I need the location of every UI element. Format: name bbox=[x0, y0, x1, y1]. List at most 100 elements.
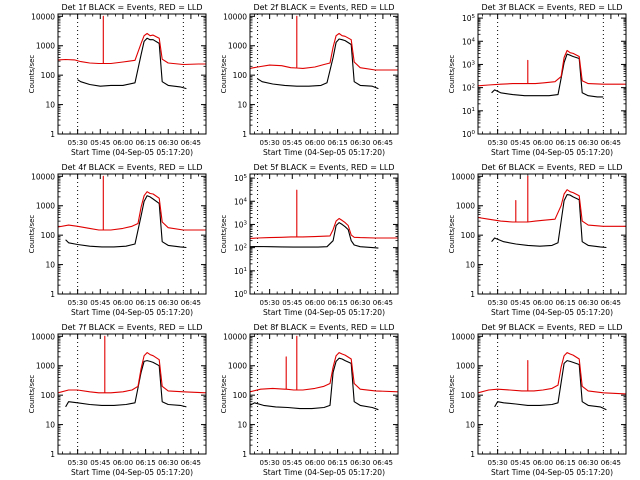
x-tick-label: 06:30 bbox=[158, 139, 178, 147]
x-tick-label: 06:15 bbox=[555, 139, 575, 147]
x-tick-label: 06:00 bbox=[533, 139, 553, 147]
y-axis-label: Counts/sec bbox=[28, 55, 36, 94]
y-tick-label: 105 bbox=[234, 174, 248, 183]
plot-frame bbox=[249, 173, 399, 295]
x-axis-label: Start Time (04-Sep-05 05:17:20) bbox=[71, 468, 193, 477]
y-tick-label: 1000 bbox=[36, 202, 55, 211]
y-tick-label: 10000 bbox=[31, 332, 55, 341]
y-tick-label: 101 bbox=[462, 107, 475, 116]
x-tick-label: 06:45 bbox=[181, 139, 201, 147]
x-tick-label: 06:45 bbox=[373, 459, 393, 467]
y-tick-label: 104 bbox=[234, 197, 248, 206]
y-axis-label: Counts/sec bbox=[28, 215, 36, 254]
y-tick-label: 10000 bbox=[223, 12, 247, 21]
y-axis-label: Counts/sec bbox=[28, 375, 36, 414]
y-tick-label: 10000 bbox=[451, 172, 475, 181]
y-tick-label: 1000 bbox=[228, 362, 247, 371]
x-tick-label: 06:00 bbox=[113, 299, 133, 307]
plot-frame bbox=[57, 173, 207, 295]
x-tick-label: 06:45 bbox=[601, 459, 621, 467]
chart-panel-2: Det 2f BLACK = Events, RED = LLD 1 10 100 10… bbox=[220, 3, 399, 157]
y-axis-label: Counts/sec bbox=[448, 55, 456, 94]
plot-frame bbox=[249, 13, 399, 135]
x-tick-label: 05:30 bbox=[68, 139, 88, 147]
chart-title: Det 2f BLACK = Events, RED = LLD bbox=[253, 3, 394, 12]
y-tick-label: 1 bbox=[50, 290, 55, 299]
chart-title: Det 6f BLACK = Events, RED = LLD bbox=[481, 163, 622, 172]
plot-frame bbox=[477, 173, 627, 295]
chart-panel-1: Det 1f BLACK = Events, RED = LLD 1 10 100 10… bbox=[28, 3, 207, 157]
y-tick-label: 10 bbox=[237, 421, 247, 430]
y-tick-label: 1 bbox=[470, 290, 475, 299]
series-line-lld bbox=[249, 189, 398, 239]
y-axis-label: Counts/sec bbox=[220, 55, 228, 94]
chart-title: Det 5f BLACK = Events, RED = LLD bbox=[253, 163, 394, 172]
y-tick-label: 10000 bbox=[223, 332, 247, 341]
series-line-lld bbox=[249, 335, 399, 393]
x-tick-label: 05:45 bbox=[510, 459, 530, 467]
chart-title: Det 8f BLACK = Events, RED = LLD bbox=[253, 323, 394, 332]
x-tick-label: 06:15 bbox=[327, 459, 347, 467]
chart-panel-4: Det 4f BLACK = Events, RED = LLD 1 10 100 10… bbox=[28, 163, 207, 317]
x-tick-label: 06:30 bbox=[350, 299, 370, 307]
series-line-lld bbox=[57, 175, 206, 231]
x-tick-label: 06:15 bbox=[327, 299, 347, 307]
y-axis-label: Counts/sec bbox=[448, 215, 456, 254]
x-tick-label: 05:30 bbox=[488, 299, 508, 307]
chart-panel-6: Det 6f BLACK = Events, RED = LLD 1 10 100 10… bbox=[448, 163, 627, 317]
y-tick-label: 100 bbox=[41, 71, 56, 80]
x-tick-label: 05:45 bbox=[90, 459, 110, 467]
x-tick-label: 06:00 bbox=[305, 139, 325, 147]
plot-frame bbox=[57, 13, 207, 135]
x-tick-label: 05:45 bbox=[90, 299, 110, 307]
x-axis-label: Start Time (04-Sep-05 05:17:20) bbox=[263, 468, 385, 477]
x-axis-label: Start Time (04-Sep-05 05:17:20) bbox=[71, 148, 193, 157]
x-tick-label: 06:45 bbox=[373, 299, 393, 307]
series-line-events bbox=[65, 195, 187, 249]
y-tick-label: 10 bbox=[45, 101, 55, 110]
y-tick-label: 10 bbox=[465, 421, 475, 430]
x-tick-label: 06:00 bbox=[533, 459, 553, 467]
y-tick-label: 1000 bbox=[36, 362, 55, 371]
x-axis-label: Start Time (04-Sep-05 05:17:20) bbox=[263, 308, 385, 317]
x-tick-label: 05:45 bbox=[510, 139, 530, 147]
y-tick-label: 1 bbox=[470, 450, 475, 459]
y-tick-label: 10 bbox=[45, 261, 55, 270]
x-tick-label: 06:45 bbox=[181, 299, 201, 307]
chart-title: Det 4f BLACK = Events, RED = LLD bbox=[61, 163, 202, 172]
series-line-lld bbox=[57, 15, 206, 66]
chart-panel-7: Det 7f BLACK = Events, RED = LLD 1 10 100 10… bbox=[28, 323, 207, 477]
x-tick-label: 05:45 bbox=[90, 139, 110, 147]
series-line-events bbox=[65, 360, 187, 408]
y-tick-label: 100 bbox=[41, 391, 56, 400]
y-tick-label: 10000 bbox=[31, 12, 55, 21]
x-axis-label: Start Time (04-Sep-05 05:17:20) bbox=[71, 308, 193, 317]
x-tick-label: 05:30 bbox=[488, 139, 508, 147]
chart-panel-5: Det 5f BLACK = Events, RED = LLD 100 101 10… bbox=[220, 163, 399, 317]
y-tick-label: 1 bbox=[50, 450, 55, 459]
chart-title: Det 3f BLACK = Events, RED = LLD bbox=[481, 3, 622, 12]
y-tick-label: 10000 bbox=[31, 172, 55, 181]
y-tick-label: 1 bbox=[50, 130, 55, 139]
y-tick-label: 104 bbox=[462, 37, 476, 46]
y-tick-label: 102 bbox=[234, 244, 247, 253]
x-tick-label: 06:00 bbox=[533, 299, 553, 307]
y-tick-label: 100 bbox=[461, 391, 476, 400]
y-tick-label: 102 bbox=[462, 84, 475, 93]
x-tick-label: 06:30 bbox=[578, 459, 598, 467]
y-axis-label: Counts/sec bbox=[448, 375, 456, 414]
x-tick-label: 06:45 bbox=[601, 139, 621, 147]
series-line-events bbox=[249, 357, 379, 411]
x-tick-label: 06:15 bbox=[327, 139, 347, 147]
x-tick-label: 05:30 bbox=[260, 139, 280, 147]
plot-frame bbox=[57, 333, 207, 455]
x-axis-label: Start Time (04-Sep-05 05:17:20) bbox=[491, 308, 613, 317]
series-line-lld bbox=[249, 15, 398, 71]
x-tick-label: 05:45 bbox=[282, 459, 302, 467]
x-tick-label: 06:15 bbox=[555, 299, 575, 307]
x-axis-label: Start Time (04-Sep-05 05:17:20) bbox=[263, 148, 385, 157]
series-line-lld bbox=[477, 352, 627, 395]
x-tick-label: 05:30 bbox=[68, 299, 88, 307]
y-tick-label: 10 bbox=[465, 261, 475, 270]
